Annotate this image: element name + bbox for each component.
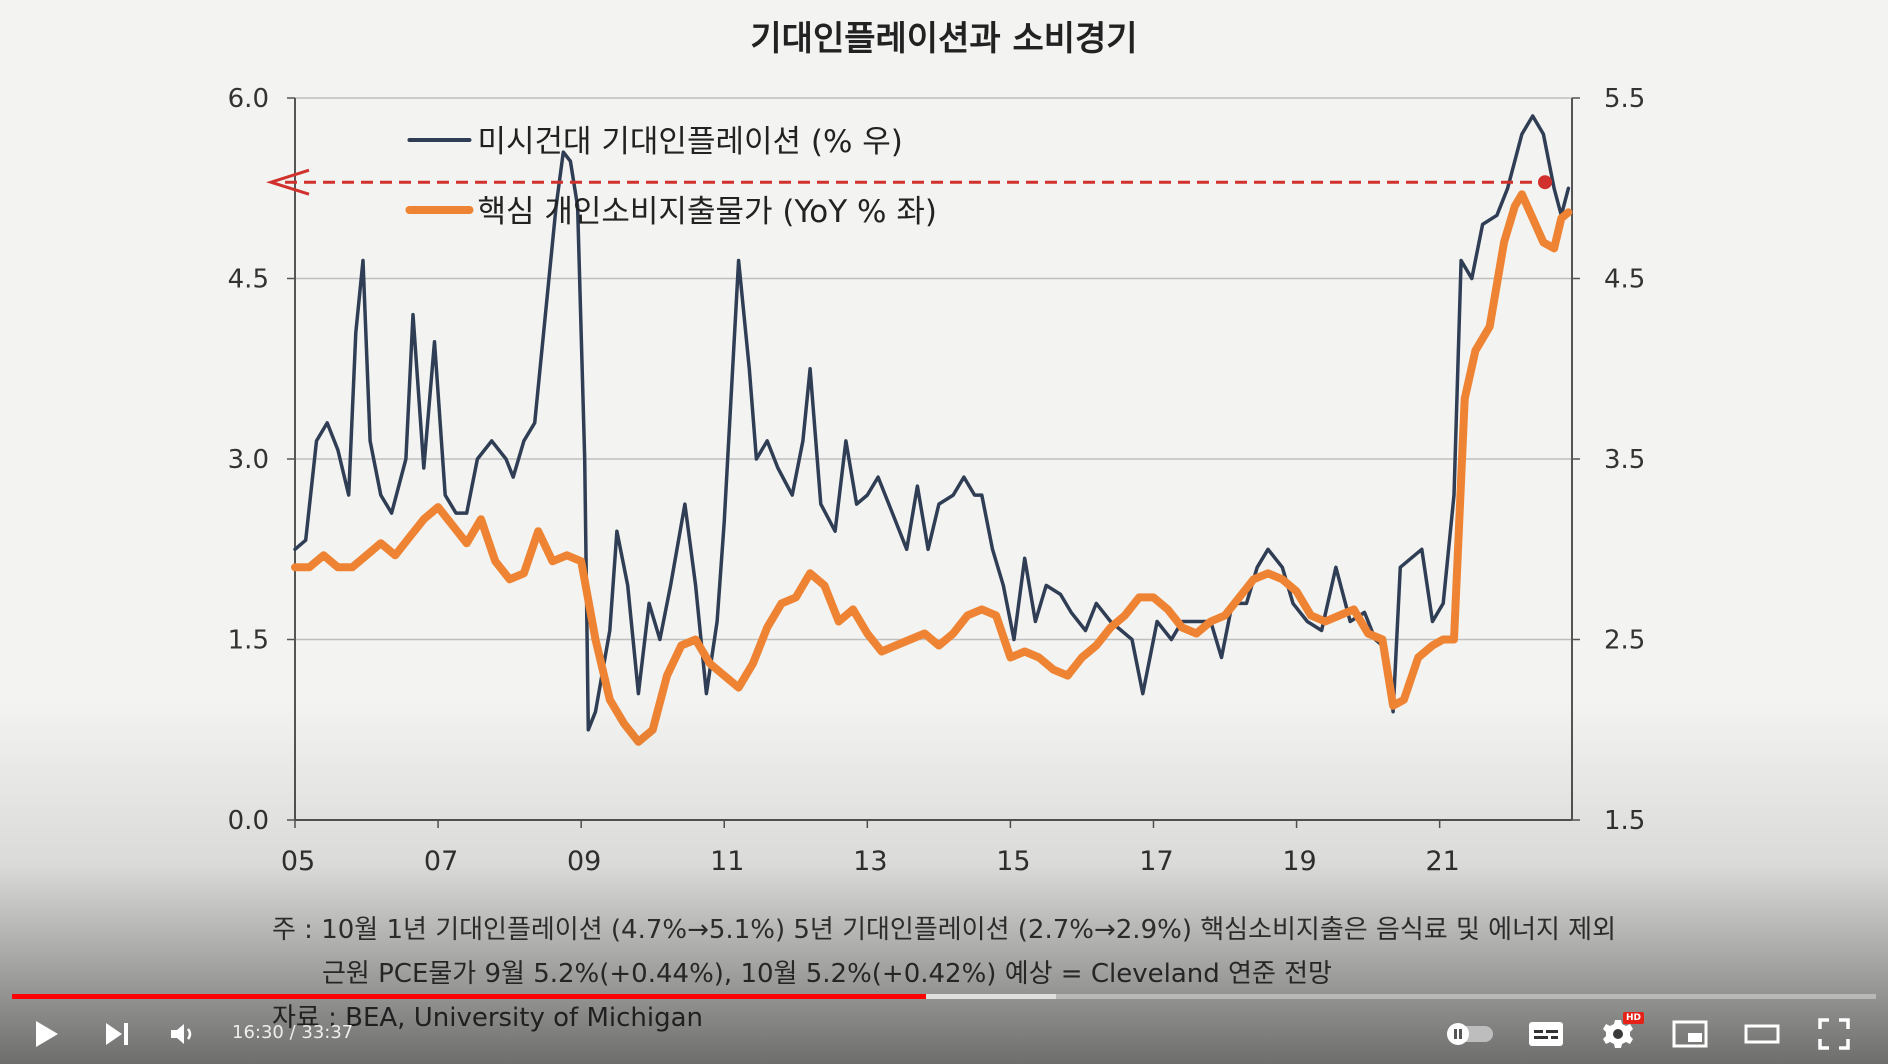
y-right-tick-label: 1.5 bbox=[1604, 806, 1645, 836]
theater-icon bbox=[1744, 1024, 1780, 1044]
y-left-tick-label: 1.5 bbox=[228, 626, 269, 656]
x-tick-label: 15 bbox=[996, 846, 1030, 877]
play-button[interactable] bbox=[18, 1006, 74, 1062]
y-left-tick-label: 6.0 bbox=[228, 84, 269, 114]
autoplay-toggle-icon bbox=[1447, 1023, 1493, 1045]
play-icon bbox=[36, 1021, 58, 1047]
series-line-michigan-inflation-expectations bbox=[293, 114, 1571, 732]
y-right-tick-label: 5.5 bbox=[1604, 84, 1645, 114]
y-left-tick-label: 3.0 bbox=[228, 445, 269, 475]
x-tick-label: 17 bbox=[1139, 846, 1173, 877]
x-tick-label: 13 bbox=[853, 846, 887, 877]
progress-bar[interactable] bbox=[12, 994, 1876, 999]
x-tick-label: 07 bbox=[424, 846, 458, 877]
video-player-controls: 16:30 / 33:37 HD bbox=[0, 984, 1888, 1064]
note-line-1: 주 : 10월 1년 기대인플레이션 (4.7%→5.1%) 5년 기대인플레이… bbox=[272, 915, 1617, 945]
settings-icon bbox=[1603, 1020, 1633, 1048]
theater-mode-button[interactable] bbox=[1734, 1006, 1790, 1062]
chart-title: 기대인플레이션과 소비경기 bbox=[750, 19, 1137, 59]
fullscreen-button[interactable] bbox=[1806, 1006, 1862, 1062]
series-line-core-pce bbox=[291, 190, 1573, 746]
next-button[interactable] bbox=[90, 1006, 146, 1062]
progress-played bbox=[12, 994, 927, 999]
settings-button[interactable]: HD bbox=[1590, 1006, 1646, 1062]
hd-badge: HD bbox=[1622, 1012, 1644, 1024]
x-tick-label: 11 bbox=[710, 846, 744, 877]
reference-endpoint-marker bbox=[1538, 175, 1552, 190]
subtitles-button[interactable] bbox=[1518, 1006, 1574, 1062]
x-tick-label: 09 bbox=[567, 846, 601, 877]
y-right-tick-label: 2.5 bbox=[1604, 626, 1645, 656]
y-left-tick-label: 4.5 bbox=[228, 265, 269, 295]
legend-label: 미시건대 기대인플레이션 (% 우) bbox=[477, 124, 902, 160]
y-left-tick-label: 0.0 bbox=[228, 806, 269, 836]
volume-icon bbox=[171, 1024, 192, 1044]
y-right-tick-label: 3.5 bbox=[1604, 445, 1645, 475]
fullscreen-icon bbox=[1818, 1018, 1850, 1050]
x-tick-label: 05 bbox=[281, 846, 315, 877]
next-icon bbox=[106, 1023, 128, 1045]
x-tick-label: 19 bbox=[1282, 846, 1316, 877]
chart: 기대인플레이션과 소비경기 0.0 1.5 3.0 4.5 6.0 1.5 2.5 3.5 4.5… bbox=[228, 19, 1646, 877]
volume-button[interactable] bbox=[156, 1006, 212, 1062]
miniplayer-icon bbox=[1672, 1020, 1708, 1048]
y-right-tick-label: 4.5 bbox=[1604, 265, 1645, 295]
miniplayer-button[interactable] bbox=[1662, 1006, 1718, 1062]
x-tick-label: 21 bbox=[1425, 846, 1459, 877]
reference-arrowhead bbox=[266, 168, 310, 196]
time-display: 16:30 / 33:37 bbox=[232, 1022, 354, 1043]
autoplay-toggle[interactable] bbox=[1440, 1006, 1500, 1062]
legend-label: 핵심 개인소비지출물가 (YoY % 좌) bbox=[477, 194, 937, 230]
subtitles-icon bbox=[1529, 1022, 1563, 1046]
